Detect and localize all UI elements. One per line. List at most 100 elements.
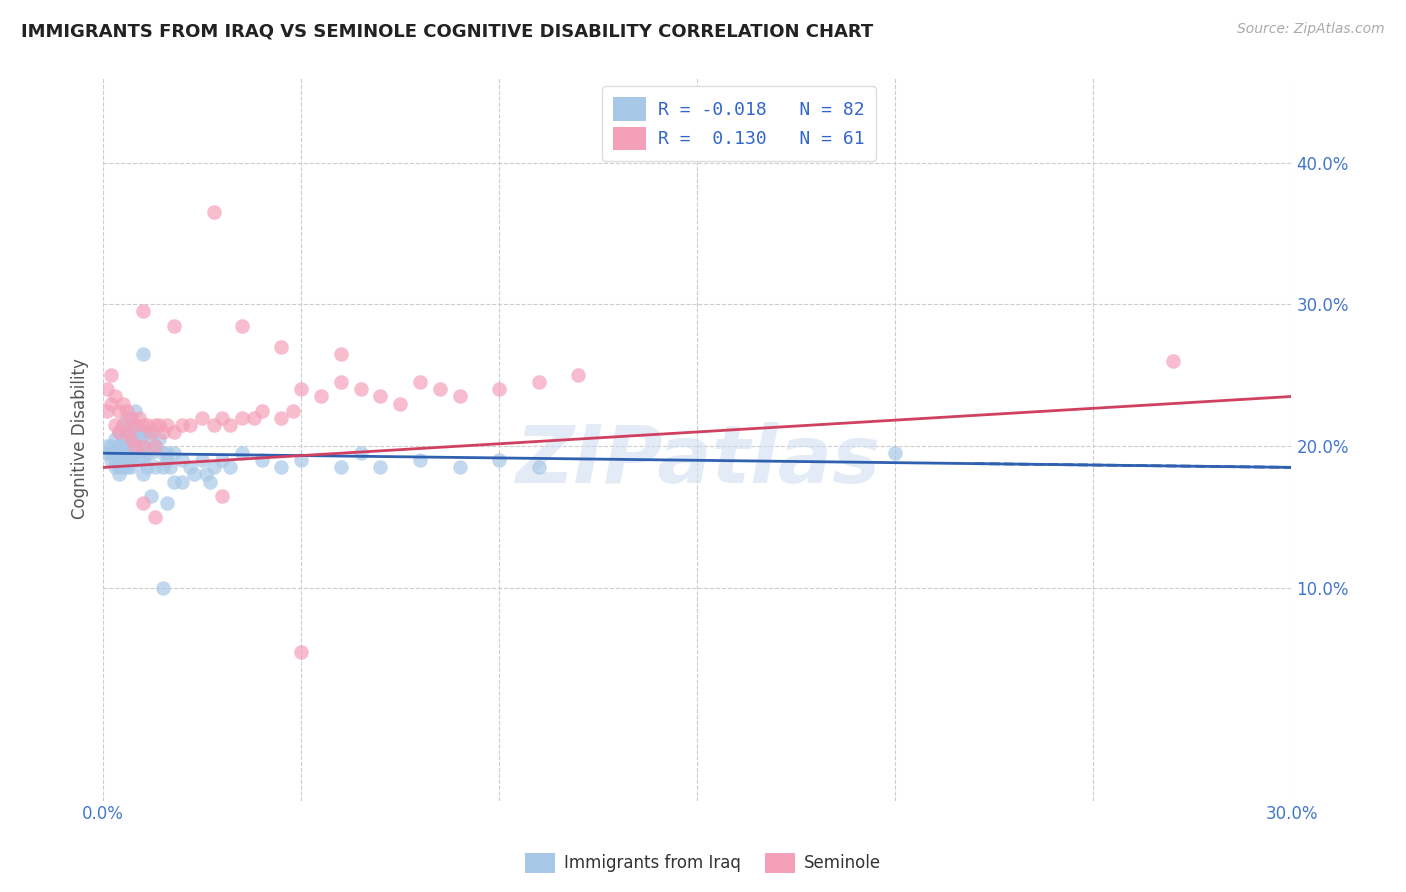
Point (143, 510, 166, 524)
Point (115, 446, 138, 460)
Point (108, 460, 131, 475)
Point (120, 460, 142, 475)
Point (231, 410, 253, 425)
Point (108, 403, 131, 417)
Point (179, 460, 201, 475)
Point (128, 439, 150, 453)
Point (155, 496, 177, 510)
Point (108, 425, 131, 439)
Point (211, 489, 233, 503)
Point (96, 383, 118, 397)
Point (152, 460, 174, 475)
Point (111, 417, 134, 432)
Point (163, 318, 186, 333)
Point (172, 453, 194, 467)
Point (211, 453, 233, 467)
Point (111, 460, 134, 475)
Point (104, 389, 127, 403)
Point (111, 432, 134, 446)
Point (124, 417, 146, 432)
Point (132, 467, 155, 482)
Point (120, 410, 142, 425)
Point (329, 347, 352, 361)
Point (108, 467, 131, 482)
Point (111, 446, 134, 460)
Point (309, 389, 332, 403)
Point (104, 453, 127, 467)
Point (104, 432, 127, 446)
Point (132, 425, 155, 439)
Point (349, 383, 371, 397)
Point (132, 417, 155, 432)
Point (143, 439, 166, 453)
Point (449, 389, 471, 403)
Point (128, 410, 150, 425)
Point (231, 318, 253, 333)
Point (163, 446, 186, 460)
Point (132, 347, 155, 361)
Point (527, 460, 550, 475)
Point (111, 453, 134, 467)
Point (96, 439, 118, 453)
Point (139, 446, 162, 460)
Point (488, 453, 510, 467)
Point (172, 475, 194, 489)
Point (135, 446, 157, 460)
Point (155, 453, 177, 467)
Point (148, 432, 170, 446)
Point (115, 403, 138, 417)
Legend: R = -0.018   N = 82, R =  0.130   N = 61: R = -0.018 N = 82, R = 0.130 N = 61 (602, 87, 876, 161)
Point (198, 475, 221, 489)
Point (270, 460, 292, 475)
Point (219, 417, 242, 432)
Point (111, 439, 134, 453)
Point (132, 304, 155, 318)
Point (104, 460, 127, 475)
Point (115, 425, 138, 439)
Point (195, 467, 218, 482)
Point (100, 368, 122, 383)
Point (143, 417, 166, 432)
Point (370, 389, 392, 403)
Point (329, 376, 352, 390)
Point (120, 453, 142, 467)
Point (349, 446, 371, 460)
Point (100, 446, 122, 460)
Point (132, 453, 155, 467)
Point (155, 417, 177, 432)
Point (139, 489, 162, 503)
Point (108, 439, 131, 453)
Point (527, 376, 550, 390)
Point (115, 410, 138, 425)
Point (139, 432, 162, 446)
Point (449, 460, 471, 475)
Point (389, 396, 412, 410)
Point (231, 446, 253, 460)
Point (135, 417, 157, 432)
Point (143, 439, 166, 453)
Point (115, 439, 138, 453)
Point (567, 368, 589, 383)
Point (124, 417, 146, 432)
Point (124, 439, 146, 453)
Point (219, 460, 242, 475)
Point (159, 460, 181, 475)
Point (120, 432, 142, 446)
Point (143, 460, 166, 475)
Point (100, 453, 122, 467)
Point (111, 396, 134, 410)
Point (124, 403, 146, 417)
Point (250, 403, 273, 417)
Point (100, 439, 122, 453)
Point (152, 446, 174, 460)
Point (115, 425, 138, 439)
Point (211, 410, 233, 425)
Point (120, 446, 142, 460)
Point (270, 340, 292, 354)
Point (132, 439, 155, 453)
Point (191, 453, 214, 467)
Point (115, 460, 138, 475)
Point (128, 425, 150, 439)
Point (120, 417, 142, 432)
Point (132, 496, 155, 510)
